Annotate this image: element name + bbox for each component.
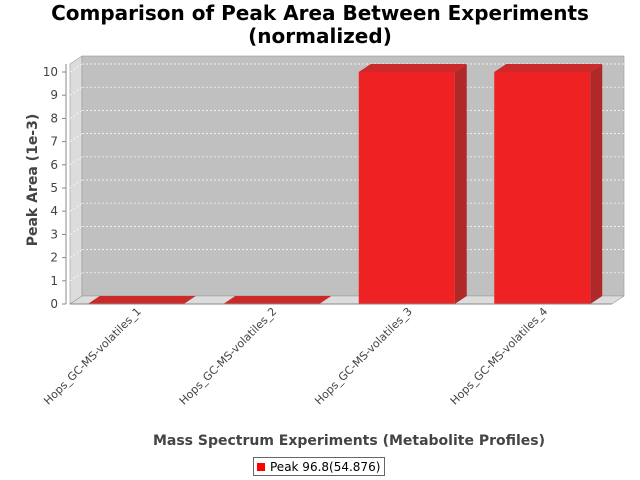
bar [494,64,603,304]
x-tick-labels: Hops_GC-MS-volatiles_1 Hops_GC-MS-volatil… [41,305,550,408]
chart-title-line-1: Comparison of Peak Area Between Experime… [51,1,589,25]
bar [87,296,196,304]
bars [87,64,603,304]
y-tick-label: 1 [50,274,58,288]
gridline [69,202,83,212]
x-tick-label: Hops_GC-MS-volatiles_2 [177,305,280,408]
gridline [69,86,83,96]
bar-top [223,296,332,304]
y-tick-label: 2 [50,251,58,265]
bar-front [358,72,455,304]
gridlines [69,63,624,282]
x-axis-label: Mass Spectrum Experiments (Metabolite Pr… [153,433,545,449]
y-tick-label: 0 [50,297,58,311]
bar-front [494,72,591,304]
y-tick-label: 3 [50,227,58,241]
y-tick-label: 10 [43,65,58,79]
gridline [69,179,83,189]
y-tick-labels: 0 1 2 3 4 5 6 7 8 9 10 [43,65,66,311]
bar-side [590,64,603,304]
gridline [69,133,83,142]
legend: Peak 96.8(54.876) [253,457,386,476]
bar-side [454,64,467,304]
gridline [69,226,83,235]
axes [65,64,612,305]
legend-label: Peak 96.8(54.876) [270,459,381,474]
bar-top [358,64,467,72]
y-axis-label: Peak Area (1e-3) [25,114,41,247]
y-tick-label: 5 [50,181,58,195]
x-tick-label: Hops_GC-MS-volatiles_1 [41,305,144,408]
bar [223,296,332,304]
gridline [69,156,83,166]
gridline [69,272,83,282]
gridline [69,63,83,73]
left-wall [69,55,83,305]
y-tick-label: 9 [50,88,58,102]
legend-swatch [257,462,265,471]
y-tick-label: 7 [50,135,58,149]
bar-top [87,296,196,304]
bar-top [494,64,603,72]
y-tick-label: 4 [50,204,58,218]
gridline [69,249,83,258]
gridline [69,110,83,119]
chart-title-line-2: (normalized) [248,24,392,48]
y-tick-label: 6 [50,158,58,172]
x-tick-label: Hops_GC-MS-volatiles_3 [312,305,415,408]
x-tick-label: Hops_GC-MS-volatiles_4 [448,305,551,408]
bar [358,64,467,304]
y-tick-label: 8 [50,111,58,125]
chart-title: Comparison of Peak Area Between Experime… [0,2,640,48]
